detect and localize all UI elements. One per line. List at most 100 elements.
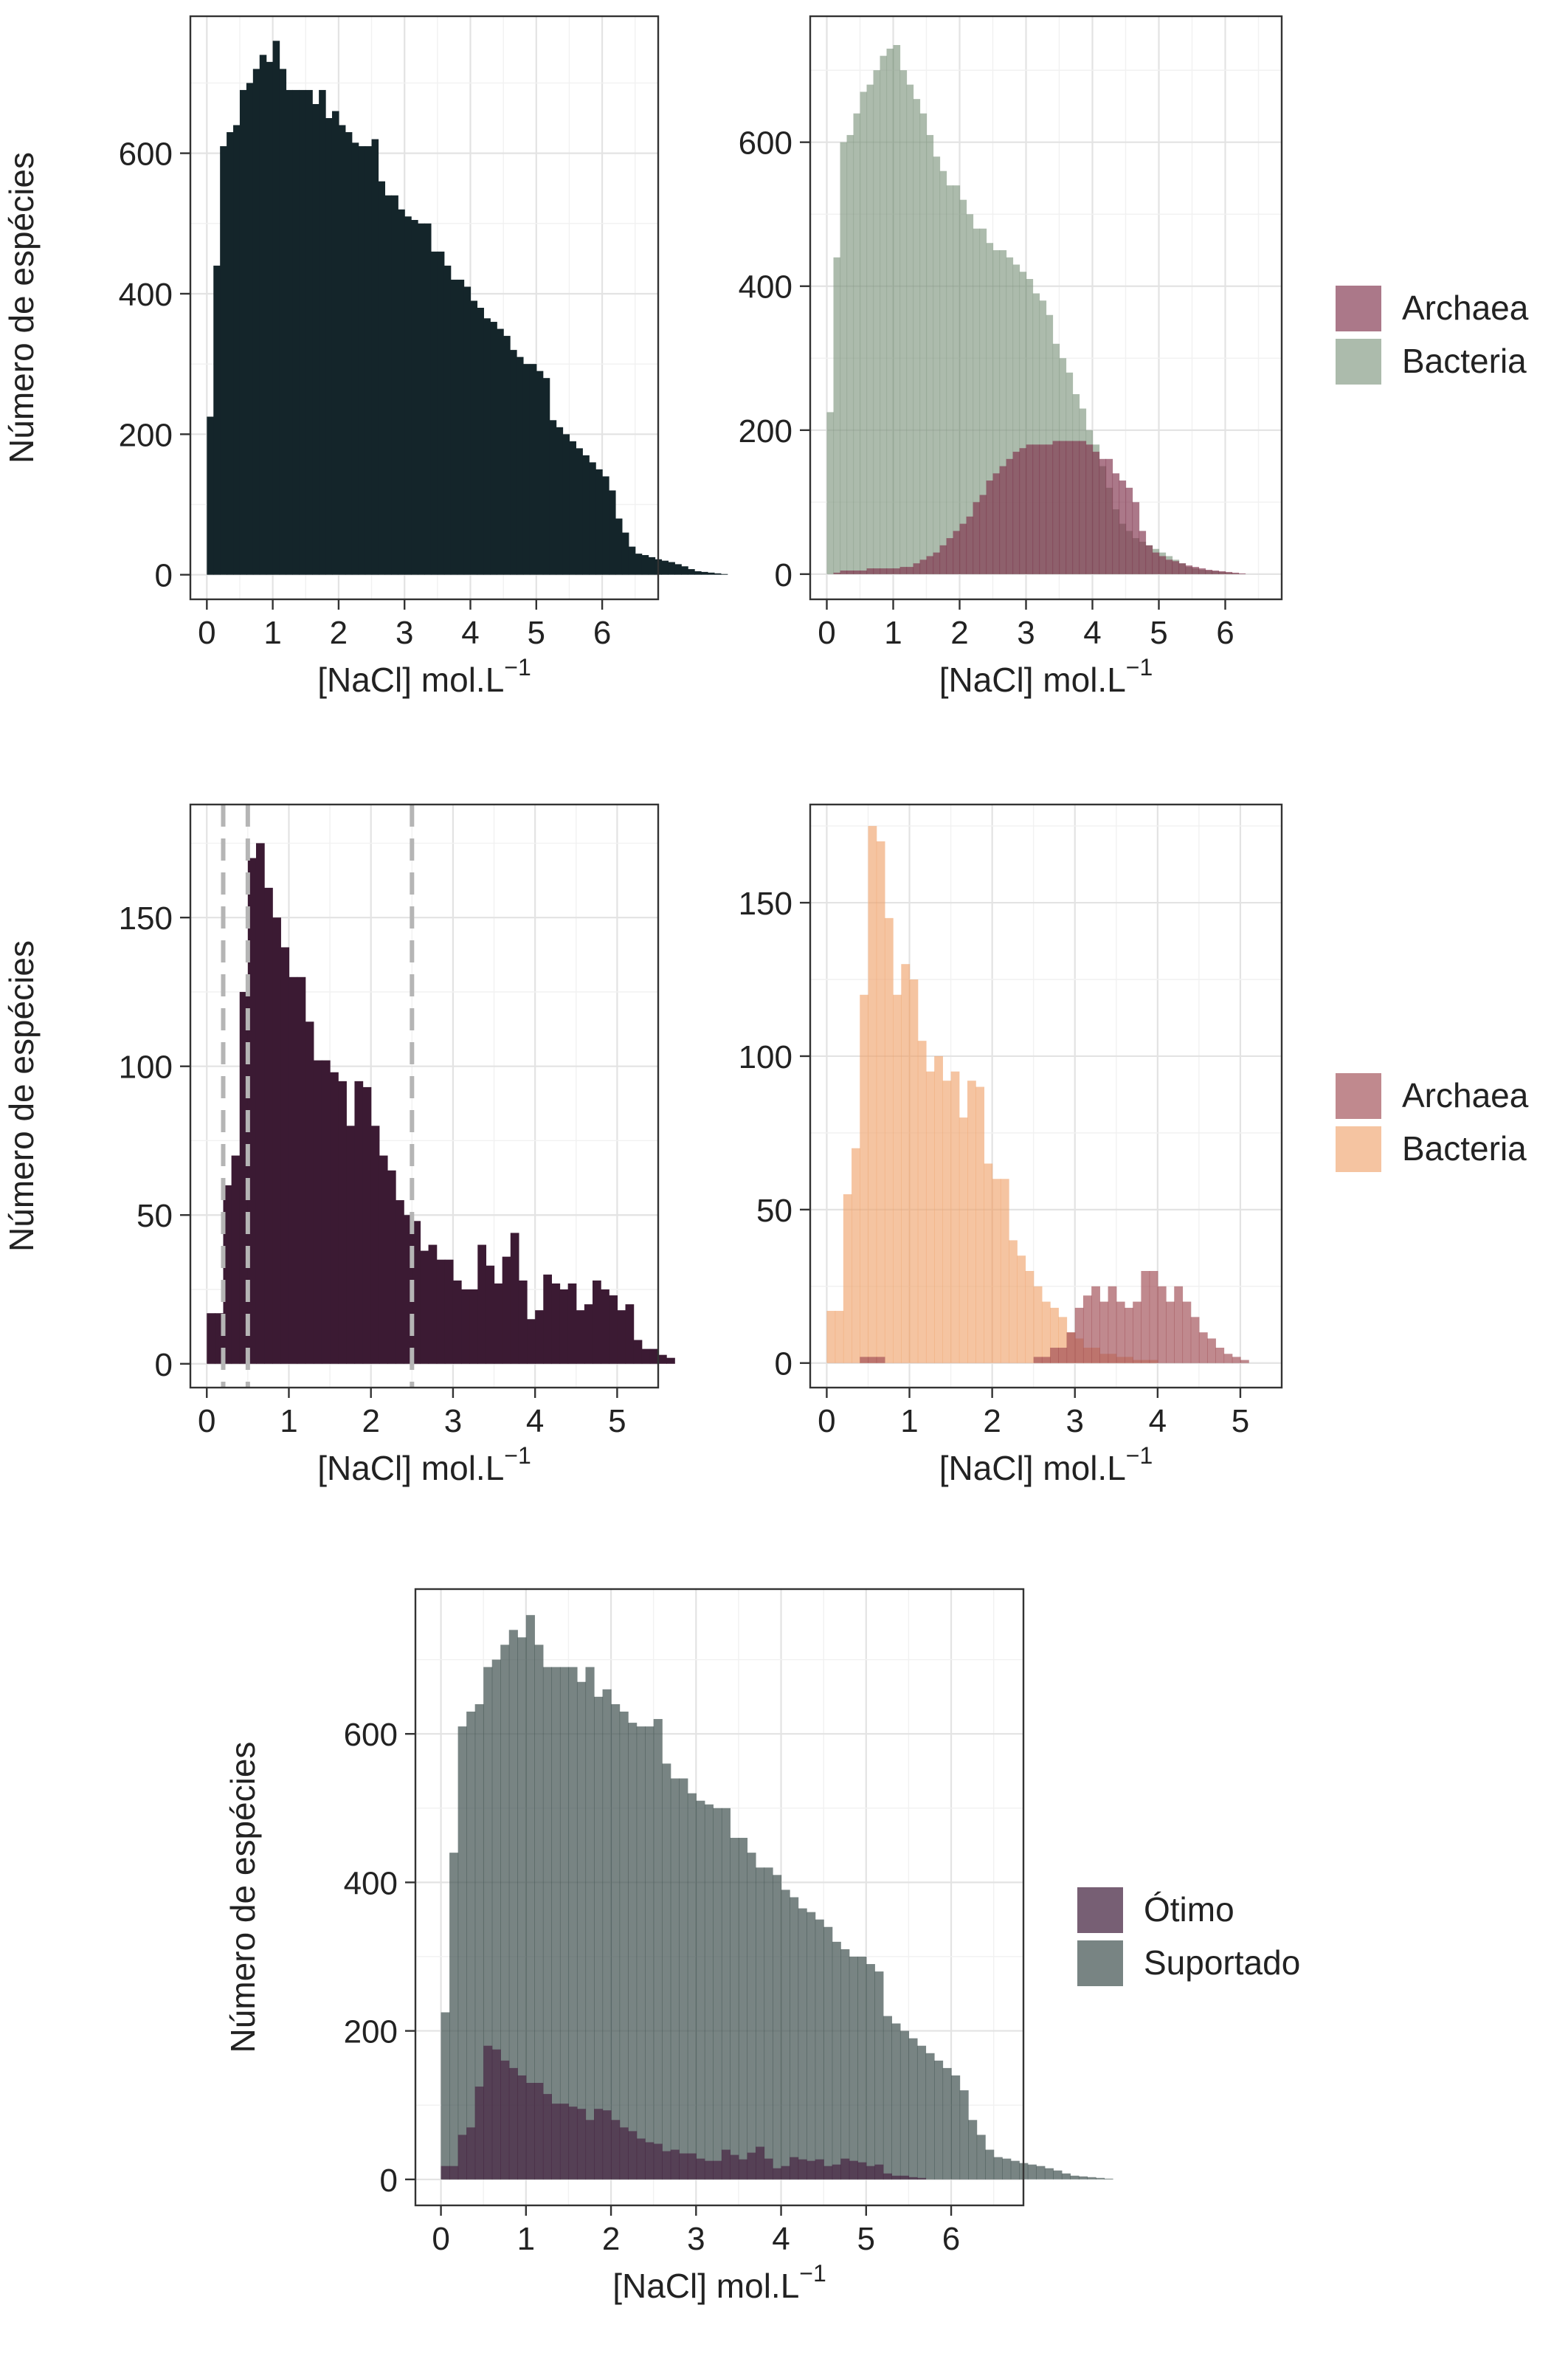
histogram-bar [396,1200,404,1364]
histogram-bar [457,1726,467,2180]
x-axis-title: [NaCl] mol.L−1 [939,1442,1153,1487]
histogram-bar [860,1357,869,1363]
histogram-bar [992,1179,1001,1363]
histogram-bar [906,84,914,574]
histogram-bar [486,1265,495,1364]
histogram-bar [641,1348,651,1364]
histogram-bar [840,2158,850,2180]
histogram-bar [1116,1301,1125,1363]
x-axis-title: [NaCl] mol.L−1 [317,654,531,699]
x-tick-label: 4 [772,2221,790,2257]
histogram-bar [946,185,954,574]
histogram-bar [883,2173,892,2180]
histogram-bar [582,455,590,575]
y-tick-label: 100 [739,1039,792,1075]
histogram-bar [747,2152,756,2180]
histogram-bar [1095,2177,1105,2180]
histogram-bar [1149,1271,1158,1363]
histogram-bar [517,356,524,575]
histogram-bar [1036,2166,1046,2180]
series-counts [207,843,675,1364]
histogram-bar [688,569,695,575]
histogram-bar [908,2177,918,2180]
histogram-bar [411,220,418,575]
histogram-bar [662,2151,671,2180]
histogram-bar [857,2162,867,2180]
histogram-bar [441,2166,450,2180]
histogram-bar [549,420,557,575]
histogram-bar [886,568,894,574]
histogram-bar [594,1696,604,2180]
histogram-bar [917,1041,927,1363]
histogram-bar [1061,2173,1071,2180]
legend-label: Archaea [1402,289,1529,327]
histogram-bar [853,570,861,574]
histogram-bar [313,1060,322,1364]
histogram-bar [1238,573,1246,574]
histogram-bar [207,1313,215,1364]
histogram-bar [1046,314,1054,574]
histogram-bar [1002,2158,1012,2180]
y-tick-label: 50 [137,1198,173,1234]
histogram-bar [1158,556,1167,574]
x-tick-label: 5 [857,2221,875,2257]
histogram-bar [1125,1307,1133,1363]
legend-label: Bacteria [1402,1129,1527,1168]
histogram-bar [653,2143,663,2180]
histogram-bar [1223,1354,1233,1363]
histogram-bar [358,146,366,575]
histogram-bar [503,336,511,575]
histogram-bar [500,1644,510,2180]
histogram-bar [1012,452,1020,574]
histogram-bar [916,2177,927,2180]
histogram-bar [1145,545,1153,574]
histogram-bar [1104,2178,1113,2180]
histogram-bar [755,2146,765,2180]
histogram-bar [764,2158,773,2180]
histogram-bar [873,568,881,574]
histogram-bar [975,1086,985,1363]
histogram-bar [346,1126,356,1364]
histogram-bar [899,2030,910,2180]
panel-border [414,1588,1025,2207]
histogram-bar [1105,458,1113,574]
x-tick-label: 3 [444,1403,462,1439]
histogram-bar [670,2149,680,2180]
series-archaea [833,441,1246,574]
panel-border [189,803,660,1389]
histogram-bar [826,412,835,574]
histogram-bar [1046,444,1054,574]
histogram-bar [899,567,908,574]
histogram-bar [926,134,934,574]
legend: Archaea Bacteria [1334,1072,1529,1174]
histogram-bar [1039,444,1047,574]
histogram-bar [1178,563,1187,574]
histogram-bar [951,2075,961,2180]
histogram-bar [880,55,888,574]
histogram-bar [1099,458,1107,574]
histogram-bar [441,2012,450,2180]
histogram-bar [942,1081,952,1363]
y-tick-label: 400 [344,1865,398,1901]
histogram-bar [1070,2175,1080,2180]
histogram-bar [551,1667,561,2180]
histogram-bar [950,1071,960,1363]
histogram-bar [469,1289,478,1364]
histogram-bar [517,1637,527,2180]
histogram-bar [968,2120,978,2180]
x-tick-label: 0 [198,615,215,651]
histogram-bar [1174,1286,1184,1363]
histogram-bar [525,2083,535,2180]
y-tick-label: 100 [119,1050,173,1086]
histogram-bar [297,976,306,1364]
histogram-bar [649,1348,659,1364]
histogram-bar [384,195,392,575]
histogram-bar [901,964,911,1363]
y-tick-label: 0 [155,1347,173,1383]
histogram-bar [510,350,517,575]
histogram-bar [1059,441,1067,574]
histogram-bar [641,555,649,575]
histogram-bar [556,427,564,575]
